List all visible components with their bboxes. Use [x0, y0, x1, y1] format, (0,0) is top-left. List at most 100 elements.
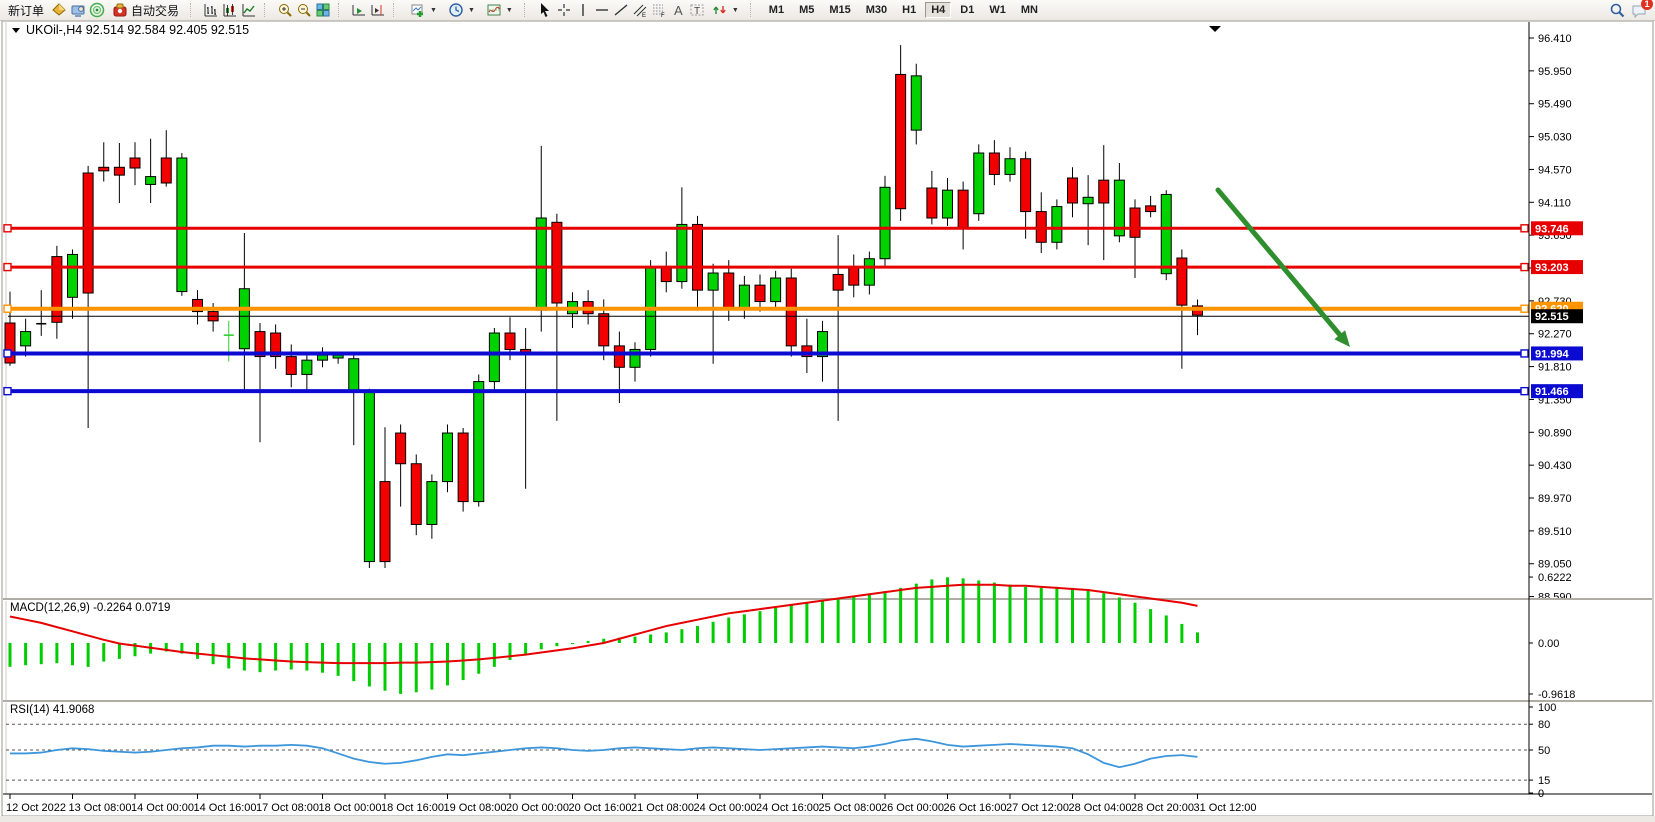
trend-arrow-line[interactable]	[1215, 187, 1343, 338]
candle-body	[270, 332, 282, 358]
candle-body	[1020, 158, 1032, 213]
timeframe-m30[interactable]: M30	[865, 4, 888, 16]
price-badge	[1531, 384, 1583, 399]
price-tick-label: 94.110	[1538, 197, 1571, 209]
price-badge-label: 93.203	[1535, 262, 1569, 274]
dropdown-arrow-icon: ▼	[430, 6, 437, 14]
templates-button[interactable]: ▼	[482, 0, 517, 20]
candle-body	[20, 331, 32, 347]
rsi-tick-label: 80	[1538, 719, 1550, 731]
candle-body	[692, 223, 703, 291]
timeframe-m5[interactable]: M5	[799, 4, 815, 16]
label-icon[interactable]: T	[689, 2, 705, 18]
price-shift-marker[interactable]	[1209, 26, 1221, 32]
line-handle[interactable]	[3, 224, 12, 233]
crosshair-icon[interactable]	[556, 2, 572, 18]
candle-body	[973, 152, 985, 215]
macd-panel	[8, 576, 1533, 695]
time-tick-label: 18 Oct 00:00	[319, 802, 382, 814]
zoom-out-icon[interactable]	[296, 2, 312, 18]
line-handle[interactable]	[3, 349, 12, 358]
line-handle[interactable]	[1520, 386, 1529, 396]
rsi-panel	[6, 706, 1533, 794]
candle-body	[67, 253, 78, 298]
candle-body	[285, 356, 297, 375]
symbol-dropdown-icon[interactable]	[12, 28, 20, 33]
time-tick-label: 21 Oct 08:00	[631, 802, 694, 814]
auto-scroll-icon[interactable]	[351, 2, 367, 18]
line-handle[interactable]	[3, 262, 12, 272]
price-badge-label: 91.466	[1535, 386, 1569, 398]
dropdown-arrow-icon: ▼	[467, 6, 475, 14]
candle-body	[176, 157, 188, 293]
timeframe-h4[interactable]: H4	[925, 2, 952, 18]
channel-icon[interactable]: E	[632, 2, 648, 19]
time-tick-label: 13 Oct 08:00	[69, 802, 132, 814]
timeframe-mn[interactable]: MN	[1020, 4, 1038, 16]
text-icon[interactable]: A	[670, 2, 686, 18]
time-tick-label: 14 Oct 00:00	[131, 802, 194, 814]
candle-body	[1129, 207, 1141, 238]
svg-text:A: A	[674, 3, 683, 18]
candle-body	[379, 481, 391, 563]
line-handle[interactable]	[1520, 349, 1529, 358]
candle-body	[1051, 206, 1063, 243]
candle-body	[504, 332, 516, 350]
chart-window	[1, 20, 1654, 817]
periods-button[interactable]: ▼	[444, 0, 479, 20]
hline-icon[interactable]	[594, 2, 610, 18]
dropdown-arrow-icon: ▼	[731, 6, 739, 14]
time-tick-label: 14 Oct 16:00	[194, 802, 257, 814]
price-tick-label: 95.490	[1538, 99, 1572, 111]
timeframe-m15[interactable]: M15	[829, 4, 851, 16]
community-icon[interactable]	[70, 2, 86, 18]
price-tick-label: 92.270	[1538, 329, 1572, 341]
candle-body	[910, 75, 922, 131]
chart-area[interactable]: 96.41095.95095.49095.03094.57094.11093.6…	[0, 20, 1655, 822]
fibonacci-icon[interactable]: F	[651, 2, 667, 19]
zoom-in-icon[interactable]	[277, 2, 293, 18]
accounts-icon[interactable]	[51, 2, 67, 18]
candle-body	[926, 187, 938, 219]
chart-line-icon[interactable]	[241, 2, 257, 18]
chart-bars-icon[interactable]	[203, 2, 219, 18]
trend-arrow-head[interactable]	[1334, 330, 1350, 347]
autotrade-button[interactable]: 自动交易	[108, 0, 183, 21]
price-badge	[1531, 260, 1583, 275]
candle-body	[942, 189, 953, 219]
line-handle[interactable]	[3, 386, 12, 396]
search-icon[interactable]	[1609, 2, 1625, 18]
price-tick-label: 95.950	[1538, 66, 1572, 78]
time-tick-label: 24 Oct 16:00	[756, 802, 819, 814]
toolbar: 新订单 自动交易	[0, 0, 1655, 21]
timeframe-w1[interactable]: W1	[989, 4, 1006, 16]
vline-icon[interactable]	[575, 2, 591, 18]
timeframe-h1[interactable]: H1	[902, 4, 917, 16]
line-handle[interactable]	[1520, 224, 1529, 233]
candle-body	[317, 354, 328, 361]
candle-body	[785, 277, 797, 347]
trendline-icon[interactable]	[613, 2, 629, 18]
toolbar-separator	[393, 3, 399, 17]
candle-body	[1098, 179, 1110, 204]
line-handle[interactable]	[1520, 262, 1529, 272]
price-tick-label: 91.810	[1538, 362, 1572, 374]
chart-shift-icon[interactable]	[370, 2, 386, 18]
price-tick-label: 94.570	[1538, 164, 1572, 176]
tile-windows-icon[interactable]	[315, 2, 331, 18]
line-handle[interactable]	[3, 304, 12, 313]
line-handle[interactable]	[1520, 304, 1529, 313]
candle-body	[723, 272, 735, 310]
chat-button[interactable]: 1	[1631, 0, 1653, 19]
indicators-button[interactable]: ▼	[406, 0, 441, 20]
price-badge-label: 92.515	[1535, 311, 1569, 323]
timeframe-d1[interactable]: D1	[960, 4, 975, 16]
signals-icon[interactable]	[89, 2, 105, 18]
cursor-icon[interactable]	[537, 2, 553, 18]
chart-candles-icon[interactable]	[222, 2, 238, 18]
timeframe-m1[interactable]: M1	[768, 4, 785, 16]
rsi-tick-label: 50	[1538, 745, 1550, 757]
candle-body	[1160, 193, 1172, 275]
shapes-button[interactable]: ▼	[708, 0, 743, 20]
new-order-button[interactable]: 新订单	[4, 0, 48, 21]
